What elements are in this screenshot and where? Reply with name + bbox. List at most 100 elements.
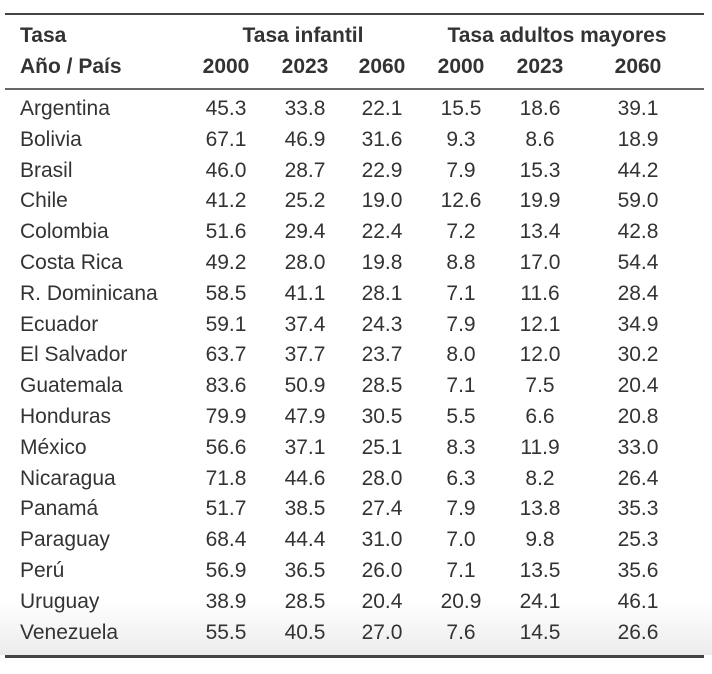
- table-cell: 20.4: [617, 374, 659, 398]
- table-cell: 59.1: [205, 312, 247, 336]
- country-name: Bolivia: [20, 127, 82, 151]
- table-cell: 33.8: [284, 97, 326, 120]
- table-cell: 55.5: [205, 620, 247, 644]
- table-cell: 44.2: [617, 158, 659, 182]
- table-cell: 11.6: [520, 281, 560, 305]
- country-name: Venezuela: [20, 620, 119, 644]
- header-year: 2023: [516, 55, 564, 78]
- header-tasa: Tasa: [20, 24, 67, 47]
- table-cell: 34.9: [617, 312, 659, 336]
- country-name: Chile: [20, 189, 68, 213]
- table-cell: 83.6: [205, 374, 247, 398]
- header-group-infantil: Tasa infantil: [242, 24, 364, 47]
- table-cell: 59.0: [617, 189, 659, 213]
- table-cell: 14.5: [519, 620, 561, 644]
- table-cell: 7.6: [446, 620, 476, 644]
- table-cell: 63.7: [205, 343, 247, 367]
- country-name: Colombia: [20, 220, 109, 244]
- table-cell: 46.9: [284, 127, 326, 151]
- table-cell: 24.1: [519, 589, 561, 613]
- table-cell: 56.6: [205, 435, 247, 459]
- table-cell: 27.4: [361, 497, 403, 521]
- table-cell: 6.3: [446, 466, 476, 490]
- country-name: Honduras: [20, 405, 112, 428]
- table-cell: 8.2: [525, 466, 555, 490]
- table-cell: 17.0: [519, 251, 561, 274]
- table-cell: 26.4: [617, 466, 659, 490]
- country-name: Guatemala: [20, 374, 123, 398]
- table-cell: 71.8: [205, 466, 247, 490]
- table-cell: 5.5: [446, 405, 476, 428]
- country-name: Brasil: [20, 158, 73, 182]
- table-cell: 7.9: [446, 497, 476, 521]
- header-year: 2023: [281, 55, 329, 78]
- country-name: Costa Rica: [20, 251, 123, 274]
- table-cell: 7.1: [446, 374, 476, 398]
- table-cell: 28.5: [361, 374, 403, 398]
- header-rule: [5, 88, 704, 90]
- table-cell: 42.8: [617, 220, 659, 244]
- table-cell: 20.4: [361, 589, 403, 613]
- table-cell: 28.5: [284, 589, 326, 613]
- table-cell: 28.7: [284, 158, 326, 182]
- table-cell: 20.9: [440, 589, 482, 613]
- country-name: Perú: [20, 559, 65, 582]
- table-cell: 51.6: [205, 220, 247, 244]
- table-cell: 41.2: [205, 189, 247, 213]
- table-cell: 37.1: [284, 435, 326, 459]
- table-cell: 50.9: [284, 374, 326, 398]
- table-cell: 45.3: [205, 97, 247, 120]
- table-cell: 54.4: [617, 251, 659, 274]
- table-cell: 9.3: [446, 127, 476, 151]
- table-cell: 35.3: [617, 497, 659, 521]
- table-cell: 7.2: [446, 220, 476, 244]
- table-cell: 28.1: [361, 281, 403, 305]
- country-name: R. Dominicana: [20, 281, 158, 305]
- table-cell: 7.5: [525, 374, 555, 398]
- header-year: 2060: [358, 55, 406, 78]
- table-cell: 6.6: [525, 405, 555, 428]
- table-cell: 22.1: [361, 97, 403, 120]
- table-cell: 11.9: [520, 435, 560, 459]
- table-cell: 26.0: [361, 559, 403, 582]
- table-cell: 39.1: [617, 97, 659, 120]
- table-cell: 7.9: [446, 158, 476, 182]
- table-cell: 18.9: [617, 127, 659, 151]
- table-cell: 47.9: [284, 405, 326, 428]
- table-cell: 79.9: [205, 405, 247, 428]
- table-cell: 7.0: [446, 528, 476, 552]
- table-cell: 30.2: [617, 343, 659, 367]
- table-cell: 8.8: [446, 251, 476, 274]
- table-cell: 31.0: [361, 528, 403, 552]
- table-cell: 12.6: [440, 189, 482, 213]
- table-cell: 12.0: [519, 343, 561, 367]
- table-cell: 28.4: [617, 281, 659, 305]
- table-cell: 25.3: [617, 528, 659, 552]
- country-name: El Salvador: [20, 343, 128, 367]
- country-name: Paraguay: [20, 528, 110, 552]
- table-cell: 15.5: [440, 97, 482, 120]
- table-cell: 49.2: [205, 251, 247, 274]
- table-cell: 7.9: [446, 312, 476, 336]
- table-cell: 25.1: [361, 435, 403, 459]
- header-year: 2060: [614, 55, 662, 78]
- header-year: 2000: [202, 55, 250, 78]
- table-cell: 44.4: [284, 528, 326, 552]
- table-cell: 33.0: [617, 435, 659, 459]
- table-cell: 51.7: [205, 497, 247, 521]
- table-cell: 13.5: [519, 559, 561, 582]
- top-rule: [5, 13, 704, 15]
- table-cell: 7.1: [446, 281, 476, 305]
- table-cell: 20.8: [617, 405, 659, 428]
- table-cell: 68.4: [205, 528, 247, 552]
- country-name: Ecuador: [20, 312, 99, 336]
- header-group-adultos: Tasa adultos mayores: [447, 24, 667, 47]
- table-cell: 37.4: [284, 312, 326, 336]
- table-cell: 36.5: [284, 559, 326, 582]
- table-cell: 29.4: [284, 220, 326, 244]
- table-cell: 58.5: [205, 281, 247, 305]
- table-cell: 28.0: [361, 466, 403, 490]
- table-cell: 13.8: [519, 497, 561, 521]
- table-cell: 67.1: [205, 127, 247, 151]
- table-cell: 19.8: [361, 251, 403, 274]
